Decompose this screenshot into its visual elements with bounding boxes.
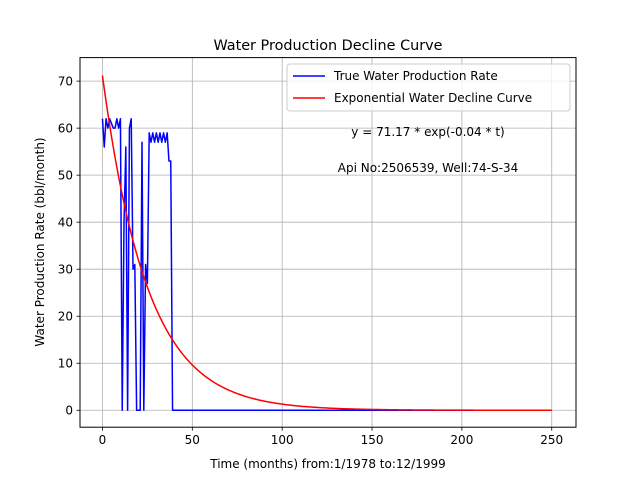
y-tick-label: 70 xyxy=(58,74,73,88)
y-axis: 0 10 20 30 40 50 60 70 xyxy=(58,74,80,418)
y-tick-label: 60 xyxy=(58,121,73,135)
x-axis: 0 50 100 150 200 250 xyxy=(99,427,563,447)
legend-label-true-rate: True Water Production Rate xyxy=(333,69,498,83)
chart-title: Water Production Decline Curve xyxy=(213,38,442,54)
equation-annotation: y = 71.17 * exp(-0.04 * t) xyxy=(351,125,504,139)
legend-box xyxy=(286,63,571,112)
x-tick-label: 200 xyxy=(450,433,473,447)
y-axis-label: Water Production Rate (bbl/month) xyxy=(33,137,47,346)
x-tick-label: 0 xyxy=(99,433,107,447)
series-layer xyxy=(101,75,552,412)
exponential-decline-line xyxy=(101,75,552,412)
y-tick-label: 0 xyxy=(65,404,73,418)
y-tick-label: 20 xyxy=(58,310,73,324)
y-tick-label: 40 xyxy=(58,215,73,229)
x-tick-label: 50 xyxy=(185,433,200,447)
x-tick-label: 150 xyxy=(361,433,384,447)
legend-label-exponential: Exponential Water Decline Curve xyxy=(334,91,532,105)
x-tick-label: 250 xyxy=(540,433,563,447)
x-tick-label: 100 xyxy=(271,433,294,447)
y-tick-label: 50 xyxy=(58,168,73,182)
plot-frame xyxy=(79,57,577,428)
x-axis-label: Time (months) from:1/1978 to:12/1999 xyxy=(209,457,446,471)
grid xyxy=(80,57,576,428)
y-tick-label: 10 xyxy=(58,357,73,371)
true-rate-line xyxy=(101,117,552,412)
well-annotation: Api No:2506539, Well:74-S-34 xyxy=(338,161,518,175)
legend: True Water Production Rate Exponential W… xyxy=(286,63,571,112)
y-tick-label: 30 xyxy=(58,263,73,277)
